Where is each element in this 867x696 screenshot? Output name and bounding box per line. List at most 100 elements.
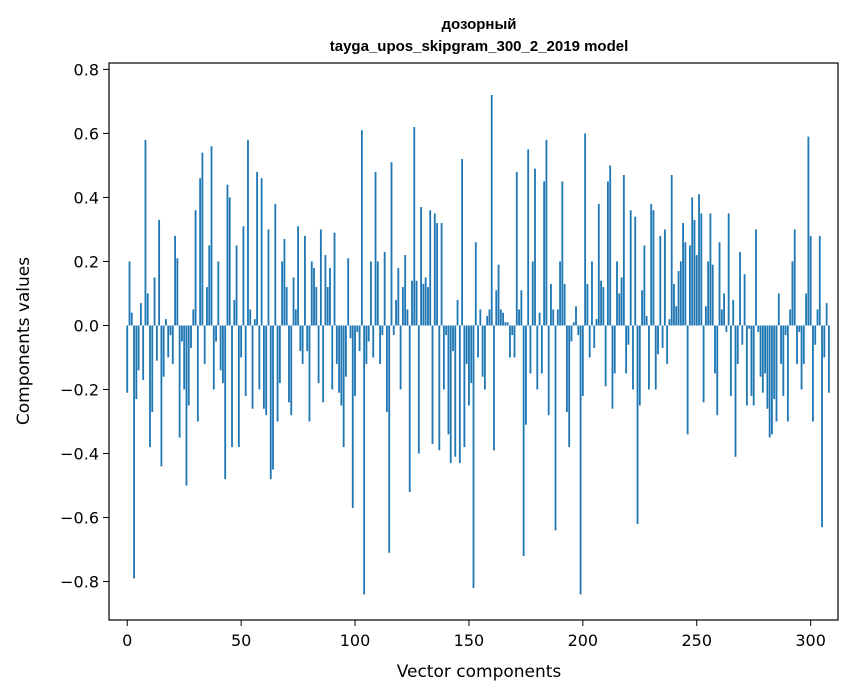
bar-9 [146,293,149,326]
chart-subtitle: tayga_upos_skipgram_300_2_2019 model [330,38,629,55]
bar-260 [718,242,721,326]
bar-42 [222,325,224,384]
bar-38 [212,325,215,390]
bar-176 [527,149,530,326]
bar-239 [670,175,673,326]
bar-181 [538,312,541,326]
bar-37 [210,146,213,326]
bar-152 [472,325,475,588]
bar-240 [673,283,675,326]
bar-218 [622,175,625,326]
bar-251 [698,194,700,326]
bar-146 [458,325,461,464]
bar-156 [481,325,484,377]
bar-83 [315,287,318,326]
bar-119 [397,267,400,326]
bar-23 [178,325,181,438]
bar-221 [629,210,632,326]
bar-220 [627,325,630,345]
bar-107 [370,261,372,326]
bar-215 [616,261,618,326]
bar-299 [807,136,810,326]
bar-283 [771,325,773,435]
bar-75 [297,226,299,326]
bar-192 [563,283,566,326]
bar-217 [620,277,623,326]
bar-288 [782,325,785,396]
bar-30 [194,210,197,326]
bar-190 [559,261,561,326]
bar-232 [654,325,657,390]
bar-296 [800,325,803,390]
bar-120 [399,325,402,390]
bar-133 [429,210,432,326]
bar-222 [632,325,634,390]
bar-259 [716,325,719,416]
bar-97 [347,258,350,326]
bar-115 [388,325,391,553]
bar-92 [335,325,338,364]
bar-302 [814,325,817,345]
bar-177 [529,325,532,374]
bar-277 [757,325,760,332]
bar-135 [433,213,436,326]
bar-281 [766,325,769,409]
bar-126 [413,127,416,326]
bar-280 [764,325,767,374]
bar-45 [228,197,231,326]
bar-44 [226,184,229,326]
bar-189 [556,309,559,326]
bar-242 [677,271,680,326]
bar-71 [288,325,290,403]
bar-102 [358,325,361,352]
bar-272 [745,325,748,406]
bar-116 [390,162,393,326]
bar-41 [219,325,222,371]
y-tick-label: 0.8 [74,60,99,79]
bar-145 [456,299,459,326]
y-tick-label: 0.2 [74,252,99,271]
bar-139 [442,325,445,390]
bar-278 [759,325,762,377]
bar-16 [162,325,165,377]
bar-248 [691,197,694,326]
bar-111 [379,325,382,364]
bar-279 [761,325,764,393]
bar-166 [504,322,507,326]
bar-171 [515,171,518,326]
bar-121 [401,287,404,326]
bar-49 [237,325,240,448]
bar-255 [707,261,710,326]
bar-246 [686,325,689,435]
bar-105 [365,325,368,364]
bar-161 [493,325,495,451]
bar-22 [176,258,179,326]
bar-151 [470,325,473,384]
bar-199 [579,325,582,595]
bar-142 [449,325,452,464]
bar-27 [187,325,190,406]
bar-191 [561,181,564,326]
bar-167 [506,322,509,326]
bar-263 [725,325,728,332]
bar-194 [568,325,571,448]
bar-31 [196,325,199,422]
bar-300 [809,235,812,326]
bar-158 [486,315,489,326]
bar-56 [253,319,256,326]
bar-297 [802,325,805,364]
x-tick-label: 50 [231,631,251,650]
bar-301 [812,325,814,422]
bar-24 [180,325,183,342]
bar-306 [823,325,826,358]
bar-61 [265,325,268,416]
bar-212 [609,165,612,326]
bar-54 [249,309,252,326]
bar-265 [730,325,732,396]
bar-275 [752,325,755,406]
bar-236 [663,229,666,326]
bar-172 [518,309,520,326]
bar-227 [643,245,646,326]
bar-213 [611,325,614,409]
bar-233 [657,325,659,355]
